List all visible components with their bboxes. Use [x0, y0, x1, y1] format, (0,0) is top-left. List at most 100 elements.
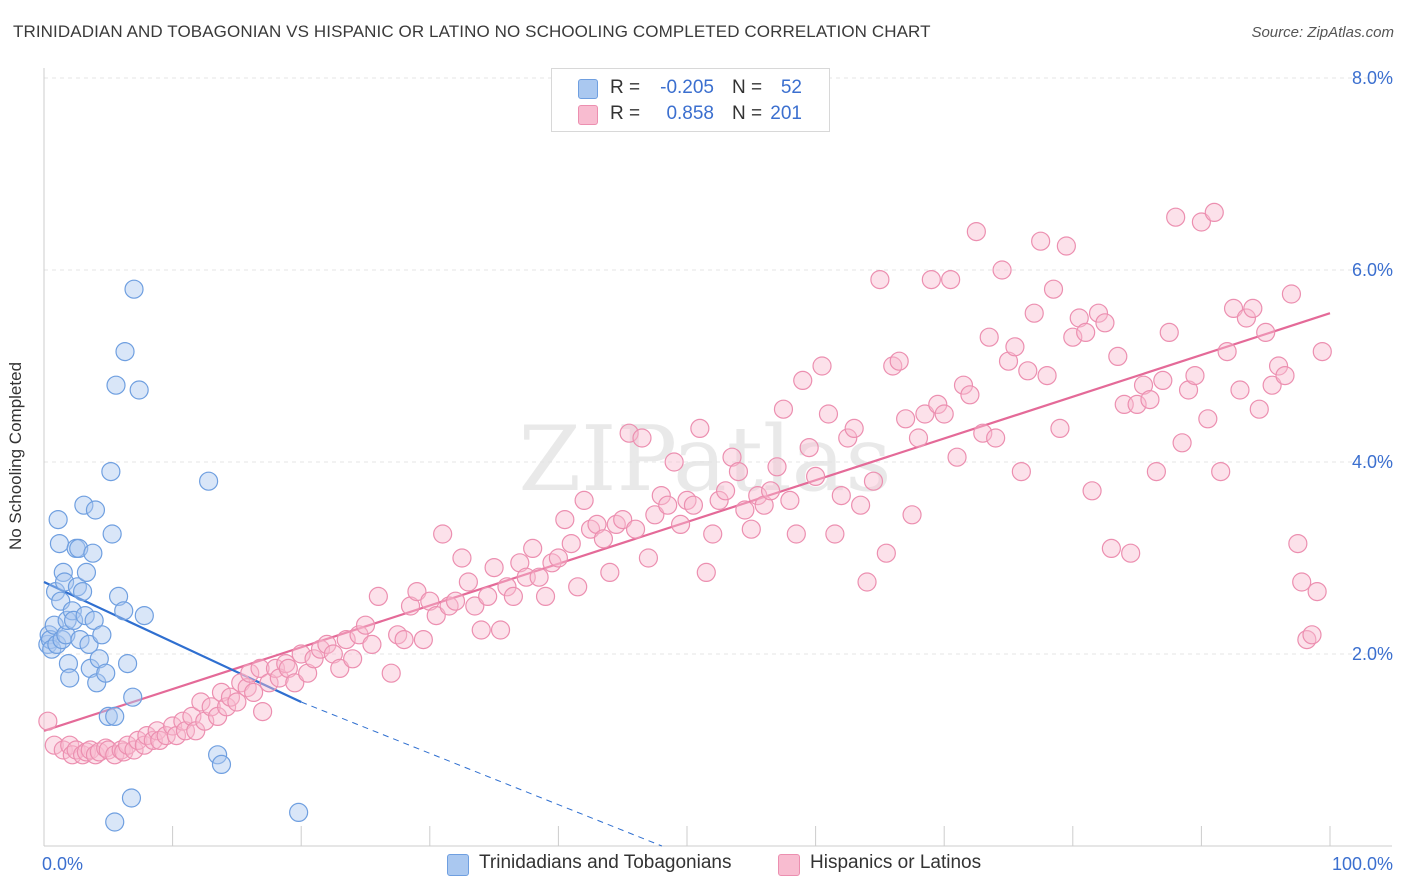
data-point-hispanic: [166, 725, 187, 746]
legend-n-label: N =: [732, 77, 763, 98]
data-point-trinidadian: [76, 562, 97, 583]
data-point-trinidadian: [101, 462, 121, 482]
bottom-legend-swatch-blue: [447, 854, 469, 876]
data-point-trinidadian: [124, 279, 144, 299]
data-point-hispanic: [735, 500, 755, 520]
data-point-hispanic: [754, 495, 774, 515]
data-point-hispanic: [362, 634, 382, 655]
data-point-hispanic: [1082, 481, 1102, 501]
data-point-hispanic: [1011, 462, 1031, 482]
data-point-hispanic: [818, 404, 839, 424]
series-hispanic-points: [38, 202, 1332, 765]
data-point-hispanic: [1268, 356, 1289, 376]
data-point-hispanic: [683, 495, 704, 515]
data-point-hispanic: [587, 514, 607, 535]
data-point-trinidadian: [74, 495, 94, 515]
data-point-hispanic: [696, 562, 716, 583]
correlation-legend: R = -0.205 N = 52 R = 0.858 N = 201: [551, 68, 830, 132]
data-point-hispanic: [355, 615, 376, 635]
bottom-legend-label: Trinidadians and Tobagonians: [479, 852, 732, 873]
data-point-hispanic: [1312, 342, 1332, 362]
data-point-hispanic: [773, 399, 794, 419]
data-point-hispanic: [211, 682, 232, 703]
data-point-hispanic: [902, 505, 922, 525]
data-point-hispanic: [1262, 375, 1282, 395]
data-point-hispanic: [1159, 322, 1179, 342]
legend-n-value: 52: [780, 77, 802, 98]
y-tick-label: 6.0%: [1352, 260, 1393, 280]
data-point-hispanic: [619, 423, 639, 443]
data-point-hispanic: [838, 428, 858, 448]
data-point-hispanic: [323, 644, 343, 664]
data-point-hispanic: [941, 270, 961, 290]
y-tick-label: 8.0%: [1352, 68, 1393, 88]
data-point-hispanic: [715, 481, 736, 501]
data-point-hispanic: [1256, 322, 1276, 342]
data-point-hispanic: [497, 577, 517, 597]
data-point-hispanic: [1101, 538, 1121, 559]
data-point-hispanic: [825, 524, 845, 544]
data-point-hispanic: [317, 634, 337, 655]
data-point-hispanic: [1198, 409, 1218, 429]
data-point-trinidadian: [102, 524, 122, 544]
data-point-hispanic: [600, 562, 620, 583]
data-point-hispanic: [182, 706, 202, 727]
data-point-hispanic: [38, 711, 58, 731]
data-point-trinidadian: [72, 581, 93, 602]
data-point-hispanic: [510, 553, 530, 573]
data-point-hispanic: [1307, 581, 1327, 602]
data-point-hispanic: [709, 490, 729, 510]
data-point-trinidadian: [57, 610, 77, 631]
data-point-hispanic: [523, 538, 543, 559]
data-point-hispanic: [889, 351, 909, 371]
data-point-hispanic: [741, 519, 761, 539]
data-point-trinidadian: [96, 663, 116, 683]
data-point-hispanic: [1050, 418, 1070, 438]
data-point-hispanic: [908, 428, 929, 448]
data-point-hispanic: [953, 375, 974, 395]
data-point-hispanic: [1076, 322, 1096, 342]
data-point-hispanic: [1211, 462, 1231, 482]
data-point-hispanic: [568, 577, 588, 597]
data-point-hispanic: [625, 519, 646, 539]
data-point-hispanic: [143, 730, 163, 751]
data-point-trinidadian: [199, 471, 219, 491]
watermark: ZIPatlas: [518, 407, 891, 512]
data-point-trinidadian: [54, 572, 75, 592]
data-point-hispanic: [593, 529, 614, 549]
data-point-hispanic: [1249, 399, 1269, 419]
data-point-trinidadian: [121, 788, 142, 808]
data-point-hispanic: [870, 270, 890, 290]
data-point-hispanic: [535, 586, 556, 607]
data-point-hispanic: [407, 581, 427, 602]
data-point-hispanic: [445, 591, 466, 611]
data-point-hispanic: [896, 409, 916, 429]
data-point-trinidadian: [58, 653, 79, 674]
data-point-trinidadian: [92, 625, 112, 645]
legend-swatch-blue: [578, 79, 598, 99]
trend-line-hispanic: [43, 312, 1331, 732]
chart-source: Source: ZipAtlas.com: [1251, 24, 1394, 41]
data-point-hispanic: [1031, 231, 1051, 251]
data-point-hispanic: [664, 452, 684, 472]
legend-n-label: N =: [732, 103, 763, 124]
data-point-hispanic: [1146, 462, 1166, 482]
data-point-hispanic: [1302, 625, 1322, 645]
data-point-hispanic: [433, 524, 453, 544]
data-point-hispanic: [992, 260, 1012, 280]
tick-labels: 2.0% 4.0% 6.0% 8.0% 0.0% 100.0%: [42, 68, 1393, 874]
data-point-hispanic: [343, 649, 363, 669]
data-point-hispanic: [400, 596, 421, 616]
data-point-hispanic: [1275, 366, 1295, 386]
data-point-trinidadian: [98, 706, 118, 727]
data-point-hispanic: [471, 620, 491, 640]
data-point-hispanic: [250, 658, 270, 679]
data-point-hispanic: [973, 423, 993, 443]
data-point-hispanic: [1292, 572, 1312, 592]
data-point-hispanic: [844, 418, 864, 438]
data-point-hispanic: [1243, 298, 1263, 318]
data-point-hispanic: [1069, 308, 1089, 328]
data-point-hispanic: [561, 533, 581, 554]
data-point-hispanic: [793, 370, 813, 390]
